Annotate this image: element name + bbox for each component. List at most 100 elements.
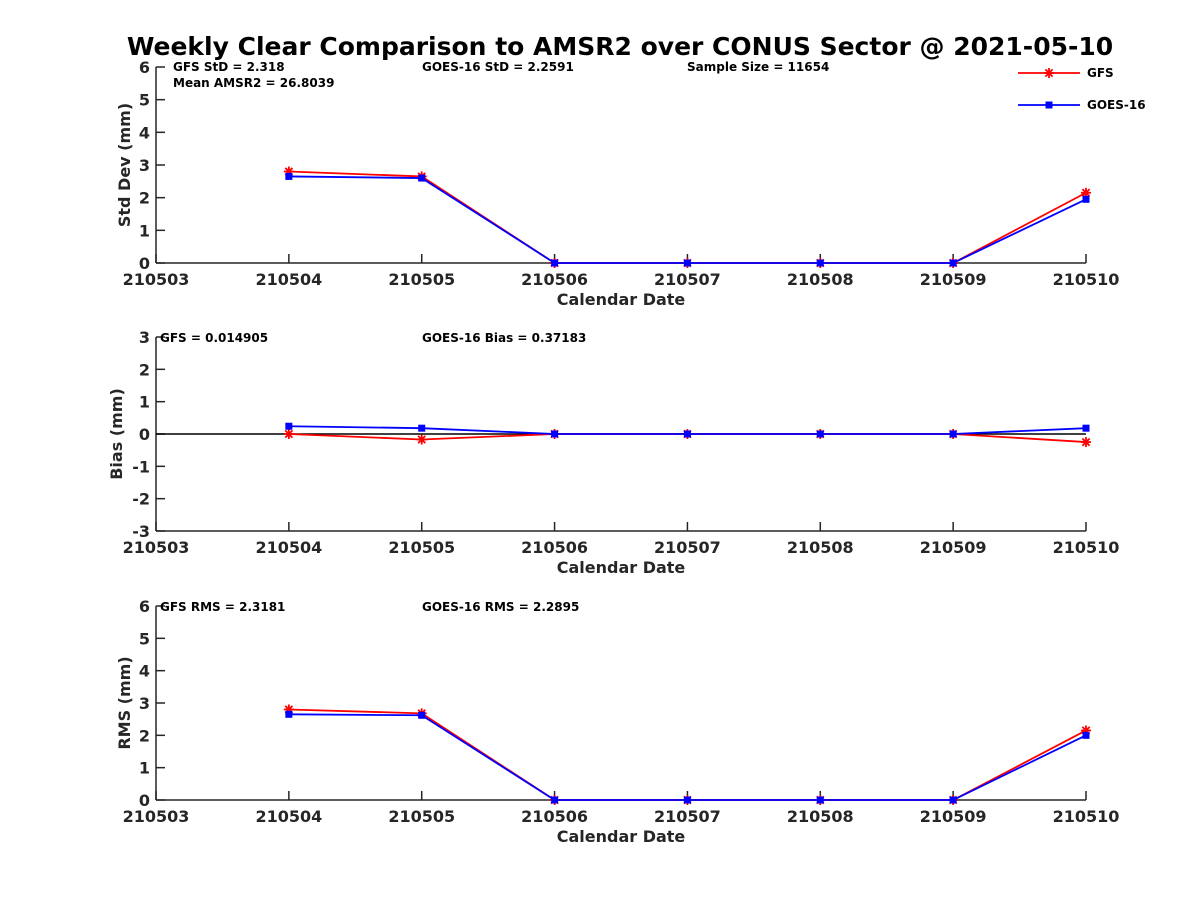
y-tick-label: -2 — [132, 490, 150, 509]
stat-annotation: Mean AMSR2 = 26.8039 — [173, 76, 334, 90]
data-point — [283, 429, 294, 439]
data-point — [683, 796, 691, 804]
data-point — [816, 430, 824, 438]
data-point — [949, 430, 957, 438]
x-tick-label: 210507 — [654, 538, 721, 557]
y-tick-label: 2 — [139, 360, 150, 379]
legend-marker — [1045, 101, 1053, 109]
y-tick-label: 4 — [139, 662, 150, 681]
series-goes-16 — [285, 710, 1090, 804]
x-tick-label: 210508 — [787, 807, 854, 826]
x-tick-label: 210510 — [1053, 270, 1120, 289]
x-tick-label: 210506 — [521, 807, 588, 826]
stat-annotation: GFS RMS = 2.3181 — [160, 600, 285, 614]
data-point — [949, 796, 957, 804]
y-tick-label: 3 — [139, 156, 150, 175]
subplot-1: 210503 210504 210505 210506 210507 210508 2105… — [115, 58, 1119, 309]
x-tick-label: 210505 — [388, 807, 455, 826]
axes — [155, 605, 1087, 801]
x-tick-label: 210505 — [388, 538, 455, 557]
subplot-3: 210503 210504 210505 210506 210507 210508 2105… — [115, 597, 1119, 846]
y-tick-label: 4 — [139, 123, 150, 142]
series-line — [288, 170, 1087, 264]
x-tick-label: 210505 — [388, 270, 455, 289]
y-tick-label: 3 — [139, 694, 150, 713]
y-tick-label: 3 — [139, 328, 150, 347]
data-point — [1082, 731, 1090, 739]
data-point — [285, 172, 293, 180]
series-line — [288, 175, 1087, 264]
y-axis-label: RMS (mm) — [115, 656, 134, 749]
y-tick-label: -1 — [132, 457, 150, 476]
legend-label: GOES-16 — [1087, 98, 1146, 112]
x-tick-label: 210507 — [654, 807, 721, 826]
x-tick-label: 210503 — [123, 270, 190, 289]
data-point — [418, 424, 426, 432]
y-tick-label: 2 — [139, 726, 150, 745]
chart-title: Weekly Clear Comparison to AMSR2 over CO… — [127, 32, 1113, 61]
stat-annotation: GOES-16 Bias = 0.37183 — [422, 331, 586, 345]
data-point — [1082, 195, 1090, 203]
x-axis-label: Calendar Date — [557, 290, 686, 309]
data-point — [683, 259, 691, 267]
series-gfs — [283, 166, 1091, 268]
y-tick-label: 2 — [139, 189, 150, 208]
legend-label: GFS — [1087, 66, 1114, 80]
x-tick-label: 210504 — [255, 538, 322, 557]
x-tick-label: 210510 — [1053, 807, 1120, 826]
stat-annotation: GOES-16 StD = 2.2591 — [422, 60, 574, 74]
subplot-2: 210503 210504 210505 210506 210507 210508 2105… — [107, 328, 1119, 577]
stat-annotation: GFS StD = 2.318 — [173, 60, 285, 74]
y-tick-label: 6 — [139, 58, 150, 77]
series-line — [288, 708, 1087, 801]
data-point — [418, 174, 426, 182]
stat-annotation: GOES-16 RMS = 2.2895 — [422, 600, 579, 614]
series-goes-16 — [285, 172, 1090, 267]
y-tick-label: 1 — [139, 393, 150, 412]
legend-marker — [1044, 68, 1054, 78]
stat-annotation: GFS = 0.014905 — [160, 331, 268, 345]
y-tick-label: 0 — [139, 425, 150, 444]
x-tick-label: 210504 — [255, 807, 322, 826]
stat-annotation: Sample Size = 11654 — [687, 60, 829, 74]
legend: GFS GOES-16 — [1018, 66, 1146, 112]
data-point — [285, 710, 293, 718]
data-point — [816, 796, 824, 804]
y-axis-label: Bias (mm) — [107, 388, 126, 480]
y-tick-label: 0 — [139, 254, 150, 273]
y-tick-label: -3 — [132, 522, 150, 541]
x-tick-label: 210508 — [787, 538, 854, 557]
x-tick-label: 210508 — [787, 270, 854, 289]
y-tick-label: 0 — [139, 791, 150, 810]
series-goes-16 — [285, 422, 1090, 438]
x-tick-label: 210509 — [920, 270, 987, 289]
y-tick-label: 1 — [139, 759, 150, 778]
data-point — [418, 711, 426, 719]
data-point — [683, 430, 691, 438]
x-tick-label: 210504 — [255, 270, 322, 289]
data-point — [551, 796, 559, 804]
data-point — [551, 430, 559, 438]
data-point — [1081, 437, 1091, 448]
x-tick-label: 210503 — [123, 807, 190, 826]
y-tick-label: 5 — [139, 91, 150, 110]
data-point — [551, 259, 559, 267]
x-tick-label: 210510 — [1053, 538, 1120, 557]
y-tick-label: 6 — [139, 597, 150, 616]
data-point — [816, 259, 824, 267]
x-tick-label: 210507 — [654, 270, 721, 289]
x-tick-label: 210506 — [521, 538, 588, 557]
data-point — [1082, 424, 1090, 432]
data-point — [416, 434, 427, 445]
axes — [155, 66, 1087, 264]
data-point — [949, 259, 957, 267]
data-point — [285, 422, 293, 430]
x-axis-label: Calendar Date — [557, 827, 686, 846]
y-tick-label: 1 — [139, 221, 150, 240]
x-tick-label: 210503 — [123, 538, 190, 557]
y-axis-label: Std Dev (mm) — [115, 103, 134, 227]
series-gfs — [283, 704, 1091, 805]
x-tick-label: 210506 — [521, 270, 588, 289]
